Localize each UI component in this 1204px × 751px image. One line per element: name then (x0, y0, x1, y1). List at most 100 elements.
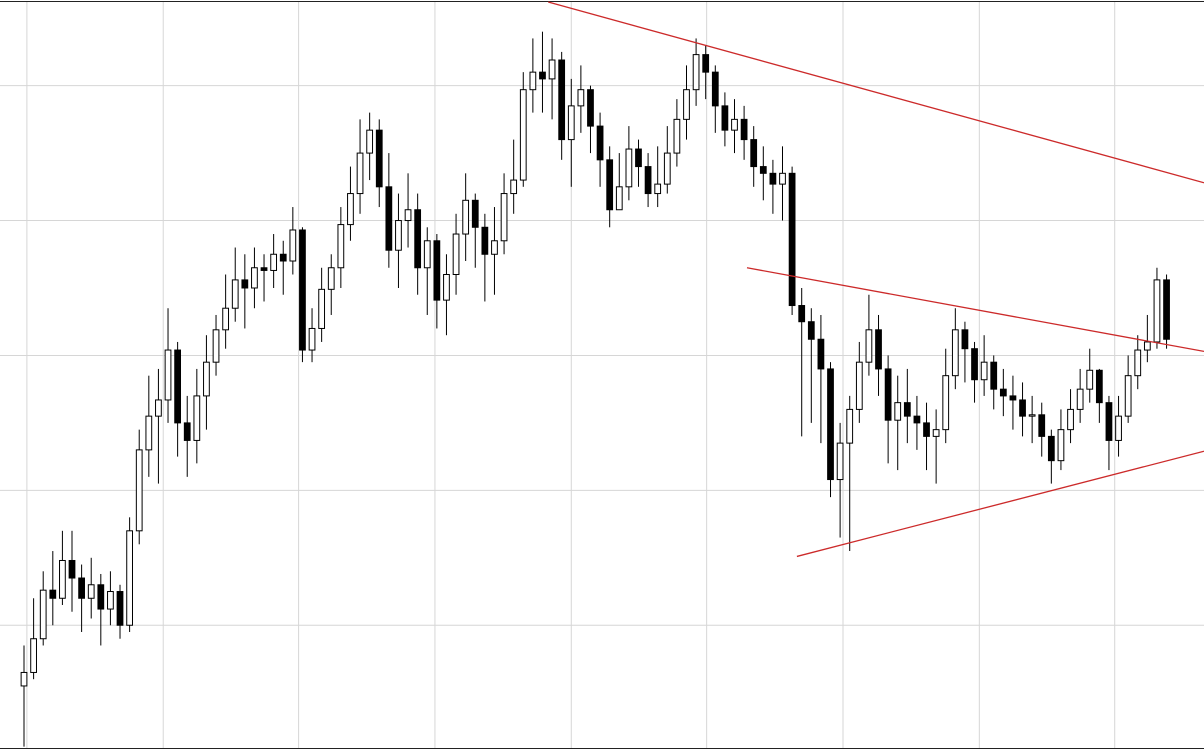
candle (59, 530, 66, 606)
candle (635, 139, 642, 187)
candle-body (577, 89, 585, 107)
candle-body (558, 59, 566, 141)
candle-body (49, 589, 57, 599)
candle (212, 314, 220, 376)
candle (817, 314, 825, 444)
candle (299, 227, 306, 363)
candle (865, 294, 873, 376)
candle-body (443, 273, 450, 301)
candle (731, 99, 738, 154)
candle (923, 402, 930, 471)
candle-body (740, 118, 748, 141)
candle-body (1047, 435, 1055, 462)
candle-body (251, 267, 258, 289)
candle (500, 173, 508, 255)
candle-body (884, 368, 892, 421)
candle (183, 395, 191, 477)
candle (145, 375, 153, 477)
candle-body (356, 152, 364, 195)
candle (1076, 368, 1084, 423)
candle (347, 166, 354, 241)
candle-body (644, 166, 652, 195)
candle (395, 193, 402, 288)
candle (846, 395, 854, 552)
candle-body (59, 559, 66, 599)
candle (491, 207, 498, 295)
candle (443, 254, 450, 336)
candle (798, 287, 806, 437)
candle-body (1028, 414, 1036, 417)
candle-body (385, 186, 393, 251)
candle (231, 247, 239, 322)
candle (471, 193, 479, 268)
candle-body (347, 193, 354, 226)
candle-body (836, 442, 844, 481)
candle-body (1115, 415, 1122, 441)
candle (683, 65, 690, 140)
candle-body (1134, 349, 1142, 377)
candle-body (30, 638, 37, 673)
candle (87, 557, 95, 619)
candle-body (299, 229, 306, 351)
candle-body (270, 253, 278, 271)
candle-body (999, 388, 1007, 397)
candle-body (798, 305, 806, 323)
candle (481, 213, 489, 302)
candle (855, 341, 863, 423)
candle (155, 368, 162, 484)
candle (1095, 368, 1103, 423)
candle (942, 348, 950, 444)
candle-body (807, 321, 815, 340)
candle (270, 234, 278, 288)
candle-body (375, 129, 383, 188)
candle-body (932, 429, 940, 437)
candle (1086, 348, 1094, 403)
candle (260, 254, 268, 302)
candle (404, 173, 412, 248)
candle (615, 153, 623, 211)
candle-body (471, 199, 479, 228)
candle (241, 254, 249, 329)
candle (126, 517, 133, 632)
candle (1163, 274, 1170, 349)
candle (654, 146, 662, 208)
candle (759, 146, 767, 201)
candle-body (491, 240, 498, 255)
candle (1105, 395, 1113, 471)
candle (980, 335, 988, 396)
candle (433, 234, 441, 329)
candle-body (1095, 369, 1103, 404)
candle-body (462, 199, 470, 235)
candle-body (1076, 388, 1084, 410)
candle (423, 227, 431, 315)
candle (414, 193, 422, 295)
candle (663, 126, 671, 194)
candle (1028, 395, 1036, 444)
candle (692, 38, 700, 106)
trend-line (746, 267, 1204, 353)
candle-body (203, 361, 210, 397)
candle (107, 571, 114, 626)
candle-body (1153, 279, 1161, 343)
candle-body (894, 402, 902, 421)
candle-body (951, 329, 959, 377)
candle-body (193, 395, 201, 441)
candle (913, 395, 921, 450)
trend-line (796, 450, 1204, 558)
candle-body (702, 54, 710, 73)
candle-body (433, 240, 441, 301)
candle-body (1105, 402, 1113, 441)
candle (894, 375, 902, 471)
candle (827, 362, 834, 498)
candle-body (126, 530, 133, 626)
candle (1115, 395, 1122, 457)
candle (740, 105, 748, 160)
candle-body (1019, 399, 1026, 417)
candle-body (145, 415, 153, 451)
candle-body (990, 361, 998, 390)
candle-body (1038, 414, 1046, 437)
candle-body (414, 209, 422, 269)
candle-body (1124, 375, 1132, 417)
candle (711, 65, 719, 133)
candle (884, 355, 892, 464)
